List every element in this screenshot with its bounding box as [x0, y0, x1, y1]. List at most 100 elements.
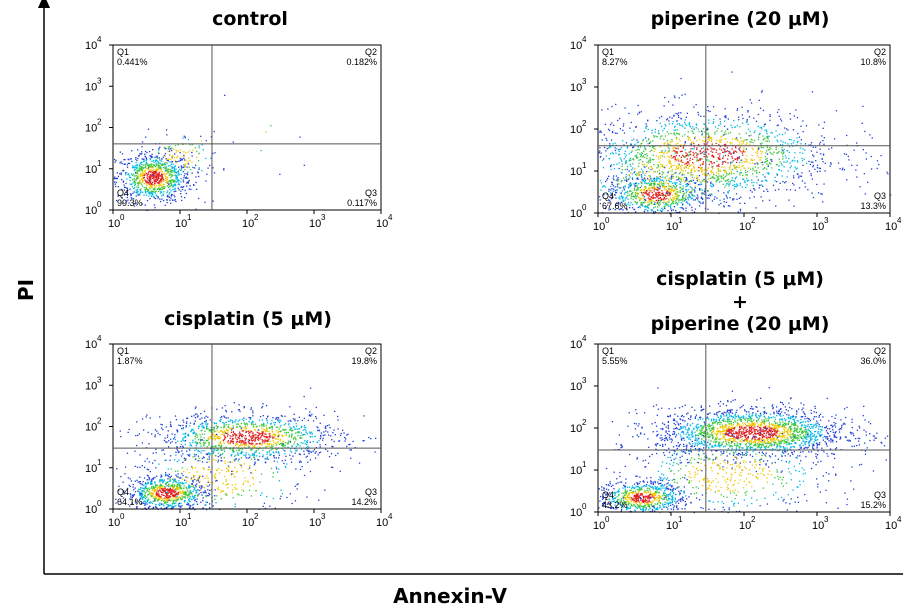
event-point — [198, 167, 200, 169]
event-point — [226, 432, 228, 435]
event-point — [286, 442, 288, 444]
event-point — [610, 165, 612, 167]
event-point — [155, 177, 157, 179]
event-point — [646, 155, 648, 157]
event-point — [168, 196, 170, 198]
event-point — [662, 176, 664, 178]
event-point — [141, 491, 143, 493]
event-point — [821, 158, 823, 160]
event-point — [823, 183, 825, 185]
event-point — [666, 131, 668, 133]
event-point — [785, 181, 787, 183]
event-point — [746, 174, 748, 176]
event-point — [165, 181, 167, 183]
event-point — [166, 182, 168, 184]
event-point — [689, 154, 692, 156]
event-point — [761, 161, 764, 163]
event-point — [145, 187, 147, 190]
event-point — [812, 196, 815, 199]
event-point — [680, 179, 682, 181]
event-point — [625, 178, 628, 180]
event-point — [706, 128, 708, 130]
event-point — [723, 151, 726, 153]
event-point — [135, 189, 137, 191]
event-point — [876, 167, 878, 170]
event-point — [142, 164, 145, 166]
event-point — [777, 140, 779, 143]
event-point — [656, 176, 658, 178]
event-point — [630, 172, 632, 174]
event-point — [180, 482, 182, 484]
event-point — [611, 195, 614, 197]
event-point — [668, 185, 670, 188]
event-point — [635, 173, 637, 175]
event-point — [337, 428, 339, 430]
event-point — [209, 430, 211, 432]
event-point — [165, 169, 167, 171]
event-point — [137, 190, 139, 193]
event-point — [137, 175, 140, 177]
event-point — [280, 414, 283, 417]
event-point — [602, 185, 605, 187]
event-point — [175, 419, 178, 421]
event-point — [323, 431, 325, 433]
event-point — [653, 147, 655, 150]
event-point — [163, 180, 165, 182]
event-point — [149, 198, 151, 200]
event-point — [141, 151, 143, 153]
event-point — [658, 180, 661, 183]
event-point — [329, 427, 331, 429]
event-point — [675, 112, 677, 115]
event-point — [671, 176, 673, 178]
event-point — [664, 207, 666, 210]
event-point — [178, 179, 180, 181]
event-point — [604, 123, 607, 126]
event-point — [120, 161, 122, 163]
event-point — [166, 474, 168, 476]
event-point — [681, 172, 684, 175]
event-point — [622, 129, 624, 131]
event-point — [140, 497, 142, 499]
event-point — [151, 483, 153, 485]
event-point — [667, 210, 669, 212]
event-point — [661, 151, 663, 154]
event-point — [732, 198, 734, 200]
event-point — [158, 148, 160, 150]
event-point — [155, 493, 158, 496]
event-point — [851, 164, 853, 166]
event-point — [180, 190, 182, 192]
event-point — [278, 420, 280, 423]
event-point — [123, 493, 125, 495]
event-point — [184, 173, 186, 175]
event-point — [201, 433, 203, 435]
event-point — [198, 493, 200, 495]
event-point — [132, 494, 134, 496]
event-point — [654, 182, 656, 184]
event-point — [237, 436, 239, 438]
event-point — [782, 156, 784, 158]
event-point — [741, 114, 743, 116]
event-point — [145, 181, 147, 183]
event-point — [146, 151, 148, 154]
event-point — [707, 106, 709, 108]
event-point — [632, 198, 634, 201]
event-point — [151, 174, 153, 176]
event-point — [206, 453, 208, 455]
event-point — [657, 183, 659, 185]
event-point — [739, 172, 741, 174]
event-point — [192, 490, 194, 492]
event-point — [133, 198, 135, 200]
event-point — [184, 443, 186, 446]
event-point — [704, 148, 706, 151]
event-point — [756, 150, 758, 152]
event-point — [156, 484, 158, 487]
event-point — [603, 193, 605, 196]
event-point — [171, 493, 173, 495]
event-point — [231, 449, 234, 451]
event-point — [218, 431, 220, 433]
event-point — [746, 119, 748, 121]
x-tick-label: 10 — [242, 218, 254, 230]
event-point — [254, 445, 256, 447]
event-point — [659, 202, 661, 204]
event-point — [683, 144, 685, 146]
